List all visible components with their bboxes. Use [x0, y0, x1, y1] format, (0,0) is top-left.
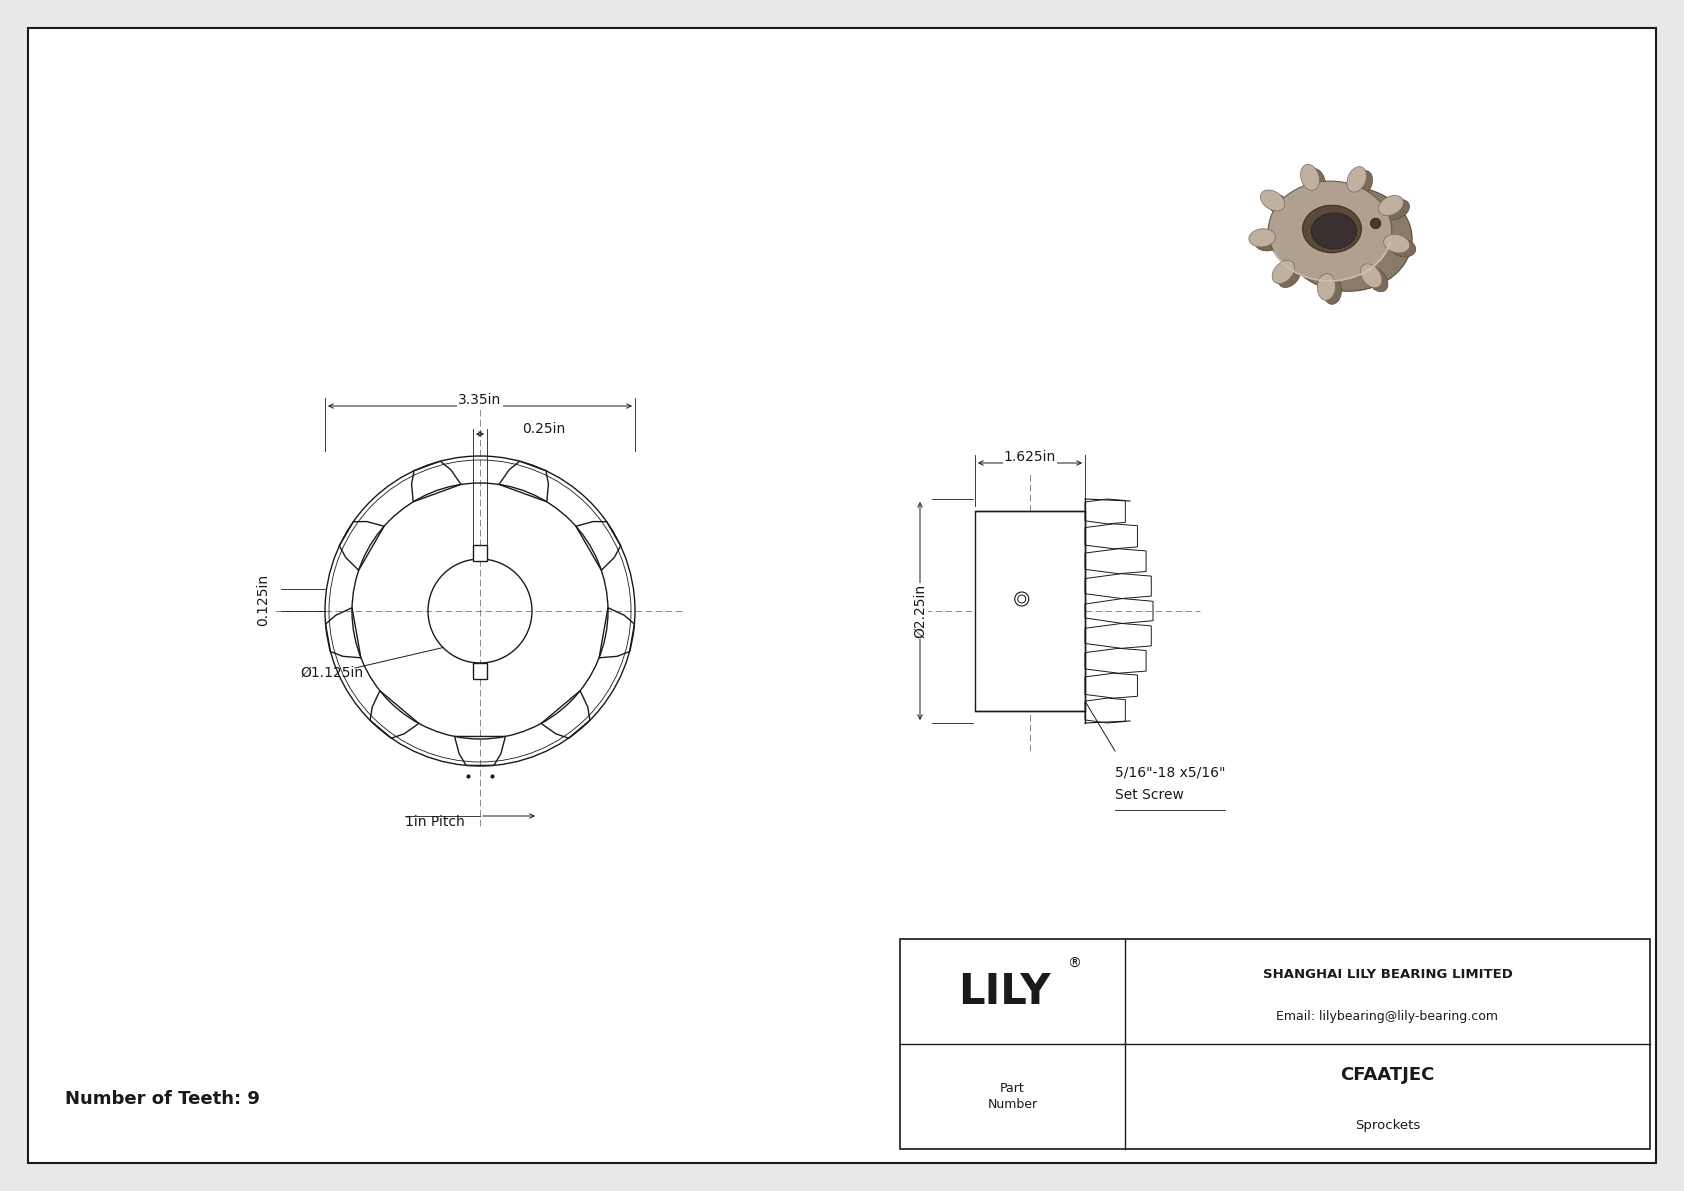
Ellipse shape [1250, 229, 1275, 247]
Text: Ø2.25in: Ø2.25in [913, 584, 926, 638]
Ellipse shape [1302, 205, 1361, 252]
Text: 0.125in: 0.125in [256, 574, 269, 626]
Ellipse shape [1271, 261, 1295, 283]
Ellipse shape [1324, 278, 1342, 305]
Text: Sprockets: Sprockets [1356, 1120, 1420, 1133]
Ellipse shape [1384, 235, 1410, 252]
Ellipse shape [1283, 187, 1413, 292]
Text: 3.35in: 3.35in [458, 393, 502, 407]
Text: LILY: LILY [958, 971, 1051, 1012]
Ellipse shape [1307, 168, 1325, 194]
Bar [899, 939, 1650, 1149]
Text: Set Screw: Set Screw [1115, 788, 1184, 802]
Ellipse shape [1268, 181, 1391, 281]
Ellipse shape [1379, 195, 1403, 216]
Ellipse shape [1352, 170, 1372, 197]
Ellipse shape [1366, 268, 1388, 292]
Ellipse shape [1361, 264, 1383, 288]
Ellipse shape [1384, 199, 1410, 219]
Ellipse shape [1389, 238, 1416, 257]
Ellipse shape [1300, 164, 1320, 191]
Text: 1in Pitch: 1in Pitch [404, 815, 465, 829]
Text: Ø1.125in: Ø1.125in [300, 666, 364, 680]
Ellipse shape [1312, 213, 1357, 249]
Bar [975, 511, 1084, 711]
Bar [473, 663, 487, 679]
Ellipse shape [1255, 232, 1282, 251]
Bar [473, 545, 487, 561]
Text: Email: lilybearing@lily-bearing.com: Email: lilybearing@lily-bearing.com [1276, 1010, 1499, 1023]
Text: Number of Teeth: 9: Number of Teeth: 9 [66, 1090, 259, 1108]
Circle shape [1371, 218, 1381, 229]
Ellipse shape [1266, 194, 1292, 214]
Text: ®: ® [1068, 956, 1081, 971]
Text: SHANGHAI LILY BEARING LIMITED: SHANGHAI LILY BEARING LIMITED [1263, 968, 1512, 981]
Text: 5/16"-18 x5/16": 5/16"-18 x5/16" [1115, 766, 1226, 780]
Text: 0.25in: 0.25in [522, 422, 566, 436]
Ellipse shape [1278, 264, 1300, 287]
Ellipse shape [1347, 167, 1366, 192]
Ellipse shape [1317, 274, 1335, 300]
Text: CFAATJEC: CFAATJEC [1340, 1066, 1435, 1085]
Text: 1.625in: 1.625in [1004, 450, 1056, 464]
Ellipse shape [1260, 191, 1285, 211]
Text: Part
Number: Part Number [987, 1083, 1037, 1110]
